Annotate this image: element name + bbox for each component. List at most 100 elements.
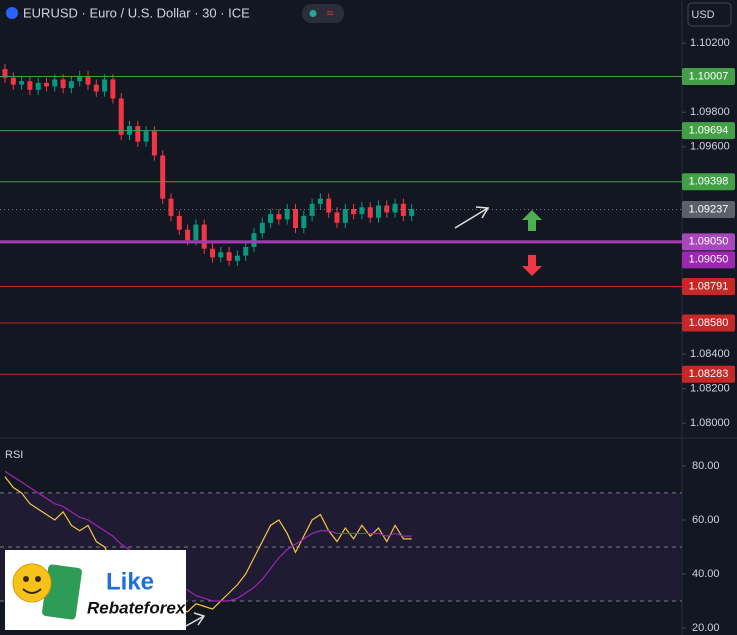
candle-body bbox=[276, 214, 282, 220]
candle-body bbox=[160, 155, 166, 199]
candle-body bbox=[110, 79, 116, 99]
candle-body bbox=[135, 126, 141, 142]
arrow-head bbox=[475, 206, 490, 219]
candle-body bbox=[334, 212, 340, 223]
currency-button[interactable] bbox=[687, 2, 732, 27]
price-label-bg bbox=[682, 365, 735, 383]
candle-body bbox=[342, 209, 348, 223]
candle-body bbox=[44, 82, 49, 87]
rsi-line bbox=[4, 470, 412, 602]
y-tick-label: 1.09800 bbox=[690, 106, 730, 118]
arrow bbox=[185, 615, 205, 627]
y-tick-label: 1.09600 bbox=[690, 141, 730, 153]
candle-body bbox=[251, 233, 257, 247]
data-status: ≈ bbox=[327, 6, 334, 20]
price-label-bg bbox=[682, 233, 735, 251]
y-tick-label: 40.00 bbox=[692, 568, 720, 580]
candle-body bbox=[77, 76, 83, 82]
currency-label[interactable]: USD bbox=[691, 9, 714, 21]
candle-body bbox=[268, 214, 274, 223]
candle-body bbox=[118, 98, 124, 135]
y-tick-label: 80.00 bbox=[692, 460, 720, 472]
candle-body bbox=[35, 82, 41, 90]
logo: Like Rebateforex bbox=[5, 550, 187, 630]
logo-face bbox=[12, 563, 52, 603]
candle-body bbox=[19, 81, 25, 85]
candle-body bbox=[10, 77, 16, 85]
y-tick-label: 1.08000 bbox=[690, 417, 730, 429]
candle-body bbox=[359, 207, 365, 215]
candle-body bbox=[284, 209, 290, 220]
logo-smile bbox=[22, 588, 42, 594]
candle-body bbox=[185, 229, 191, 241]
candle-body bbox=[351, 209, 357, 215]
candle-body bbox=[168, 198, 174, 216]
y-tick-label: 20.00 bbox=[692, 622, 720, 634]
candle-body bbox=[143, 131, 149, 142]
down-arrow bbox=[522, 255, 542, 276]
price-label-bg bbox=[682, 314, 735, 332]
candle-body bbox=[317, 198, 323, 204]
price-label: 1.09237 bbox=[689, 203, 729, 215]
logo-card bbox=[42, 564, 82, 620]
y-tick-label: 1.10200 bbox=[690, 37, 730, 49]
candle-body bbox=[52, 79, 58, 87]
price-label: 1.09398 bbox=[689, 176, 729, 188]
candle-body bbox=[93, 84, 99, 92]
candle-body bbox=[243, 247, 249, 256]
arrow bbox=[454, 207, 489, 229]
candle-body bbox=[218, 252, 224, 258]
candle-body bbox=[151, 131, 157, 156]
candle-body bbox=[367, 207, 373, 218]
candle-body bbox=[293, 209, 298, 228]
candle-body bbox=[376, 205, 381, 218]
symbol-title: EURUSD · Euro / U.S. Dollar · 30 · ICE bbox=[23, 5, 250, 20]
y-tick-label: 1.08400 bbox=[690, 348, 730, 360]
candle-body bbox=[176, 215, 182, 230]
y-tick-label: 60.00 bbox=[692, 514, 720, 526]
candle-body bbox=[409, 209, 415, 216]
price-label-bg bbox=[682, 201, 735, 219]
candle-body bbox=[226, 252, 232, 261]
logo-text: Rebateforex bbox=[87, 598, 187, 617]
price-label-bg bbox=[682, 173, 735, 191]
price-label: 1.08580 bbox=[689, 317, 729, 329]
candle-body bbox=[210, 248, 215, 258]
price-label: 1.10007 bbox=[689, 70, 729, 82]
price-label: 1.09050 bbox=[689, 236, 729, 248]
candle-body bbox=[392, 203, 398, 213]
arrow-head bbox=[193, 612, 206, 626]
candle-body bbox=[85, 76, 91, 85]
price-label: 1.09050 bbox=[689, 254, 729, 266]
price-label-bg bbox=[682, 251, 735, 269]
candle-body bbox=[60, 79, 66, 89]
candle-body bbox=[68, 81, 74, 89]
candle-body bbox=[2, 69, 8, 78]
price-label-bg bbox=[682, 68, 735, 86]
candle-body bbox=[27, 81, 33, 90]
candle-body bbox=[193, 224, 199, 241]
candle-body bbox=[301, 215, 307, 228]
logo-eye bbox=[35, 576, 41, 582]
symbol-icon bbox=[6, 7, 18, 19]
candle-body bbox=[259, 222, 265, 234]
candle-body bbox=[201, 224, 207, 249]
logo-eye bbox=[23, 576, 29, 582]
candle-body bbox=[102, 79, 108, 92]
candle-body bbox=[326, 198, 332, 213]
price-label: 1.08791 bbox=[689, 280, 729, 292]
pane-title: RSI bbox=[5, 449, 23, 461]
rsi-line bbox=[4, 476, 412, 613]
candle-body bbox=[234, 255, 240, 261]
market-status bbox=[309, 10, 317, 17]
price-label-bg bbox=[682, 278, 735, 296]
status-pill bbox=[302, 4, 344, 23]
price-label-bg bbox=[682, 122, 735, 140]
y-tick-label: 1.08200 bbox=[690, 383, 730, 395]
candle-body bbox=[400, 203, 406, 216]
price-label: 1.08283 bbox=[689, 368, 729, 380]
price-label: 1.09694 bbox=[689, 124, 729, 136]
logo-text: Like bbox=[106, 568, 154, 595]
